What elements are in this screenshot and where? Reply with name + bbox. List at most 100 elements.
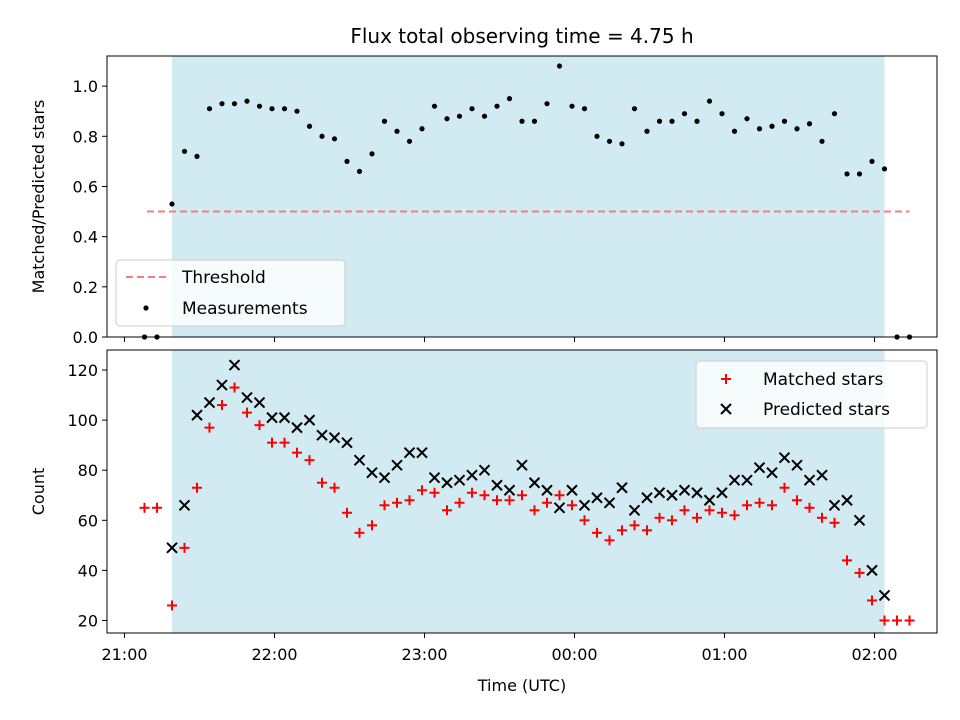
measurement-point bbox=[431, 103, 438, 109]
bot-ytick-label: 20 bbox=[78, 611, 98, 630]
measurement-point bbox=[381, 118, 388, 124]
predicted-point bbox=[678, 484, 691, 496]
measurement-point bbox=[394, 128, 400, 134]
predicted-point bbox=[228, 359, 241, 371]
measurement-point bbox=[294, 108, 300, 114]
measurement-point bbox=[481, 113, 488, 119]
matched-point bbox=[192, 482, 202, 493]
matched-point bbox=[329, 482, 340, 493]
predicted-point bbox=[591, 492, 603, 504]
predicted-point bbox=[791, 459, 803, 471]
matched-point bbox=[279, 437, 290, 448]
predicted-point bbox=[720, 403, 732, 415]
measurement-point bbox=[231, 101, 238, 107]
matched-point bbox=[579, 515, 590, 526]
predicted-point bbox=[353, 454, 366, 466]
measurement-point bbox=[444, 116, 450, 122]
bot-ytick-label: 120 bbox=[67, 361, 98, 380]
predicted-point bbox=[778, 451, 791, 464]
matched-point bbox=[342, 507, 352, 518]
matched-point bbox=[492, 495, 502, 506]
x-tick-label: 01:00 bbox=[701, 645, 747, 664]
matched-point bbox=[692, 512, 702, 523]
measurement-point bbox=[606, 138, 613, 144]
predicted-point bbox=[666, 489, 678, 501]
predicted-point bbox=[366, 467, 378, 479]
measurement-point bbox=[306, 123, 313, 129]
predicted-point bbox=[816, 469, 828, 481]
measurement-point bbox=[631, 106, 638, 112]
matched-point bbox=[842, 555, 852, 566]
predicted-point bbox=[803, 474, 816, 486]
top-plot-frame bbox=[106, 55, 938, 338]
measurement-point bbox=[681, 111, 688, 117]
measurement-point bbox=[369, 151, 375, 157]
measurement-point bbox=[881, 166, 888, 172]
measurement-point bbox=[169, 201, 175, 207]
predicted-point bbox=[653, 487, 666, 499]
top-y-axis-label: Matched/Predicted stars bbox=[29, 100, 48, 294]
measurement-point bbox=[656, 118, 663, 124]
measurement-point bbox=[644, 128, 650, 134]
matched-point bbox=[554, 490, 565, 501]
measurement-point bbox=[769, 123, 775, 129]
matched-point bbox=[767, 500, 777, 511]
measurement-point bbox=[506, 96, 513, 102]
predicted-point bbox=[828, 499, 841, 511]
bot-ytick-label: 80 bbox=[78, 461, 98, 480]
predicted-point bbox=[291, 421, 303, 434]
predicted-point bbox=[453, 474, 466, 486]
matched-point bbox=[592, 527, 602, 538]
chart-title: Flux total observing time = 4.75 h bbox=[350, 24, 693, 48]
matched-point bbox=[642, 525, 652, 536]
legend-threshold-label: Threshold bbox=[181, 268, 266, 288]
predicted-point bbox=[378, 472, 391, 484]
predicted-point bbox=[391, 459, 403, 471]
measurement-point bbox=[456, 113, 463, 119]
predicted-point bbox=[341, 436, 353, 449]
bottom-y-axis-label: Count bbox=[29, 468, 48, 516]
measurement-point bbox=[194, 153, 200, 159]
measurement-point bbox=[419, 126, 425, 132]
top-ytick-label: 1.0 bbox=[73, 77, 98, 96]
predicted-point bbox=[866, 564, 878, 577]
measurement-point bbox=[556, 63, 563, 69]
measurement-point bbox=[794, 126, 800, 132]
predicted-point bbox=[578, 499, 591, 511]
bot-ytick-label: 100 bbox=[67, 411, 98, 430]
matched-point bbox=[229, 382, 240, 393]
measurement-point bbox=[594, 133, 600, 139]
measurement-point bbox=[344, 158, 350, 164]
predicted-point bbox=[328, 431, 341, 444]
top-ytick-label: 0.8 bbox=[73, 127, 98, 146]
predicted-point bbox=[266, 411, 278, 424]
x-tick-label: 23:00 bbox=[401, 645, 447, 664]
predicted-point bbox=[278, 411, 291, 424]
measurement-point bbox=[869, 158, 875, 164]
predicted-point bbox=[428, 472, 441, 484]
matched-point bbox=[567, 500, 577, 511]
predicted-point bbox=[878, 589, 891, 602]
matched-point bbox=[729, 510, 740, 521]
measurement-point bbox=[806, 121, 813, 127]
matched-point bbox=[904, 615, 915, 626]
matched-point bbox=[817, 512, 827, 523]
predicted-point bbox=[628, 504, 641, 516]
matched-point bbox=[167, 600, 177, 611]
predicted-point bbox=[191, 409, 203, 421]
matched-point bbox=[667, 515, 677, 526]
measurement-point bbox=[694, 118, 700, 124]
measurement-point bbox=[531, 118, 538, 124]
x-tick-label: 02:00 bbox=[851, 645, 897, 664]
matched-point bbox=[152, 502, 162, 513]
matched-point bbox=[454, 497, 465, 508]
top-ytick-label: 0.2 bbox=[73, 278, 98, 297]
panel-top: 0.0 0.2 0.4 0.6 0.8 1.0 Matched/Predicted sta… bbox=[29, 55, 938, 347]
top-legend: Threshold Measurements bbox=[115, 259, 346, 327]
matched-point bbox=[854, 567, 865, 578]
predicted-point bbox=[616, 482, 628, 494]
bot-ytick-label: 40 bbox=[78, 561, 98, 580]
matched-point bbox=[504, 495, 515, 506]
predicted-point bbox=[691, 487, 703, 499]
measurement-point bbox=[731, 128, 738, 134]
